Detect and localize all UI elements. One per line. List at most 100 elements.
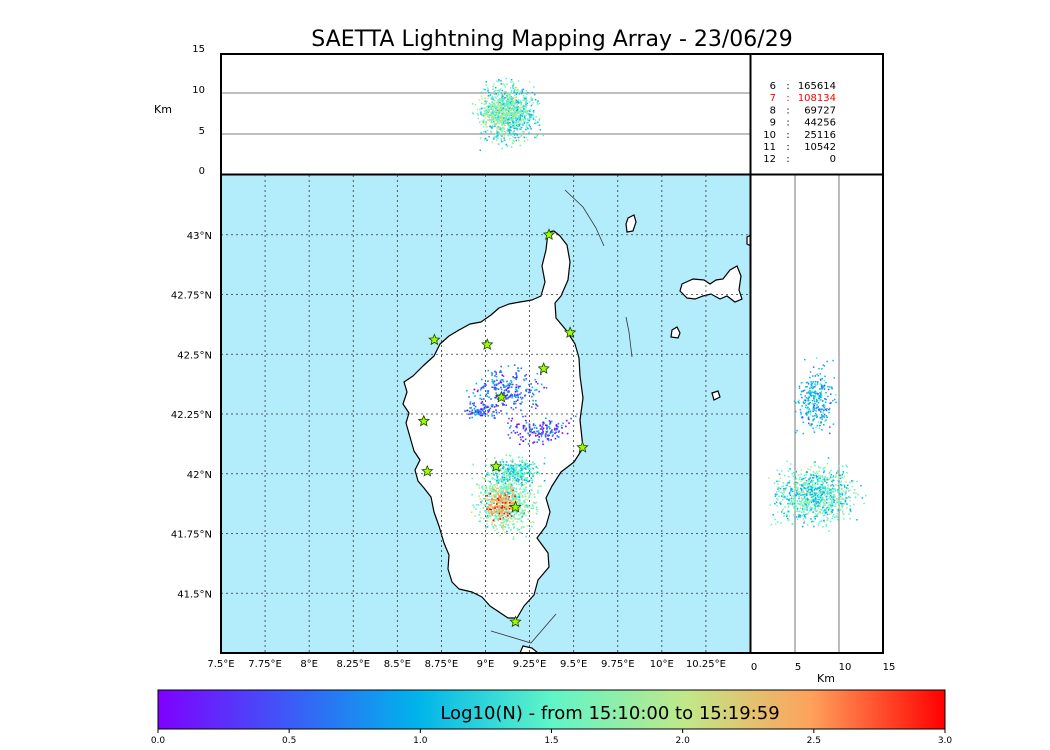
top-source-point bbox=[481, 120, 484, 123]
side-source-point bbox=[828, 492, 830, 494]
top-source-point bbox=[505, 121, 508, 123]
map-source-point bbox=[522, 415, 524, 418]
map-source-point bbox=[486, 498, 489, 501]
map-source-point bbox=[503, 389, 506, 392]
top-source-point bbox=[523, 120, 526, 122]
side-source-point bbox=[829, 426, 831, 428]
top-source-point bbox=[513, 130, 515, 133]
side-source-point bbox=[826, 407, 828, 410]
map-source-point bbox=[511, 461, 514, 463]
side-source-point bbox=[808, 480, 811, 482]
map-source-point bbox=[506, 467, 509, 470]
top-source-point bbox=[491, 122, 494, 124]
side-source-point bbox=[774, 518, 776, 521]
top-source-point bbox=[499, 102, 501, 105]
side-source-point bbox=[831, 504, 834, 507]
side-source-point bbox=[810, 466, 812, 468]
map-source-point bbox=[524, 463, 527, 466]
side-source-point bbox=[789, 503, 791, 505]
side-source-point bbox=[830, 503, 832, 506]
side-panel-background bbox=[751, 175, 883, 653]
side-source-point bbox=[813, 398, 815, 400]
colorbar-tick-label: 0.0 bbox=[151, 736, 166, 746]
map-source-point bbox=[481, 486, 483, 489]
map-source-point bbox=[482, 410, 485, 413]
top-source-point bbox=[521, 110, 523, 112]
map-source-point bbox=[543, 386, 545, 389]
side-source-point bbox=[811, 493, 814, 496]
map-source-point bbox=[507, 434, 510, 436]
top-source-point bbox=[499, 111, 501, 114]
map-source-point bbox=[530, 430, 532, 433]
map-source-point bbox=[521, 465, 524, 468]
map-source-point bbox=[474, 395, 476, 397]
top-source-point bbox=[532, 116, 535, 119]
top-source-point bbox=[507, 100, 510, 103]
top-source-point bbox=[523, 111, 525, 113]
elba-island bbox=[679, 265, 743, 303]
map-source-point bbox=[531, 431, 534, 434]
side-source-point bbox=[786, 511, 788, 513]
map-source-point bbox=[502, 375, 505, 377]
coast-line bbox=[564, 189, 605, 247]
side-source-point bbox=[813, 516, 815, 518]
side-source-point bbox=[814, 461, 816, 463]
station-marker bbox=[481, 338, 494, 350]
top-source-point bbox=[519, 111, 521, 114]
map-source-point bbox=[499, 480, 501, 482]
side-source-point bbox=[846, 497, 848, 500]
map-source-point bbox=[521, 495, 523, 497]
map-source-point bbox=[492, 507, 494, 509]
side-source-point bbox=[803, 497, 806, 499]
side-source-point bbox=[816, 480, 819, 483]
map-source-point bbox=[528, 473, 531, 475]
side-source-point bbox=[818, 397, 820, 399]
side-source-point bbox=[815, 498, 817, 500]
side-source-point bbox=[819, 382, 822, 385]
side-source-point bbox=[793, 400, 796, 402]
top-source-point bbox=[512, 120, 514, 122]
side-source-point bbox=[821, 416, 823, 418]
top-source-point bbox=[530, 104, 533, 107]
map-source-point bbox=[512, 477, 514, 480]
top-source-point bbox=[508, 110, 510, 112]
top-source-point bbox=[528, 81, 531, 83]
top-source-point bbox=[488, 116, 490, 119]
side-source-point bbox=[815, 399, 818, 401]
side-source-point bbox=[841, 512, 844, 514]
top-source-point bbox=[495, 136, 498, 139]
side-source-point bbox=[825, 415, 828, 417]
side-source-point bbox=[853, 492, 855, 494]
top-source-point bbox=[520, 135, 523, 137]
map-source-point bbox=[511, 480, 514, 482]
side-source-point bbox=[805, 381, 808, 384]
map-source-point bbox=[542, 424, 544, 426]
side-source-point bbox=[805, 472, 807, 474]
top-source-point bbox=[520, 92, 523, 95]
map-source-point bbox=[514, 517, 516, 520]
side-source-point bbox=[804, 493, 806, 496]
side-source-point bbox=[800, 469, 803, 471]
side-panel-density bbox=[768, 357, 867, 532]
side-source-point bbox=[828, 411, 830, 414]
top-source-point bbox=[491, 95, 494, 98]
side-source-point bbox=[824, 493, 826, 495]
top-source-point bbox=[481, 114, 484, 117]
map-source-point bbox=[515, 511, 518, 513]
map-source-point bbox=[520, 438, 522, 441]
map-source-point bbox=[481, 386, 484, 389]
map-source-point bbox=[537, 485, 540, 487]
map-source-point bbox=[516, 374, 518, 377]
top-source-point bbox=[490, 105, 493, 108]
map-source-point bbox=[517, 464, 520, 466]
map-source-point bbox=[505, 483, 508, 486]
map-source-point bbox=[505, 454, 508, 456]
top-source-point bbox=[513, 112, 515, 114]
map-source-point bbox=[552, 434, 554, 436]
map-source-point bbox=[497, 405, 499, 407]
side-source-point bbox=[798, 516, 800, 518]
map-source-point bbox=[517, 386, 520, 388]
map-source-point bbox=[503, 386, 505, 388]
side-source-point bbox=[811, 507, 813, 509]
